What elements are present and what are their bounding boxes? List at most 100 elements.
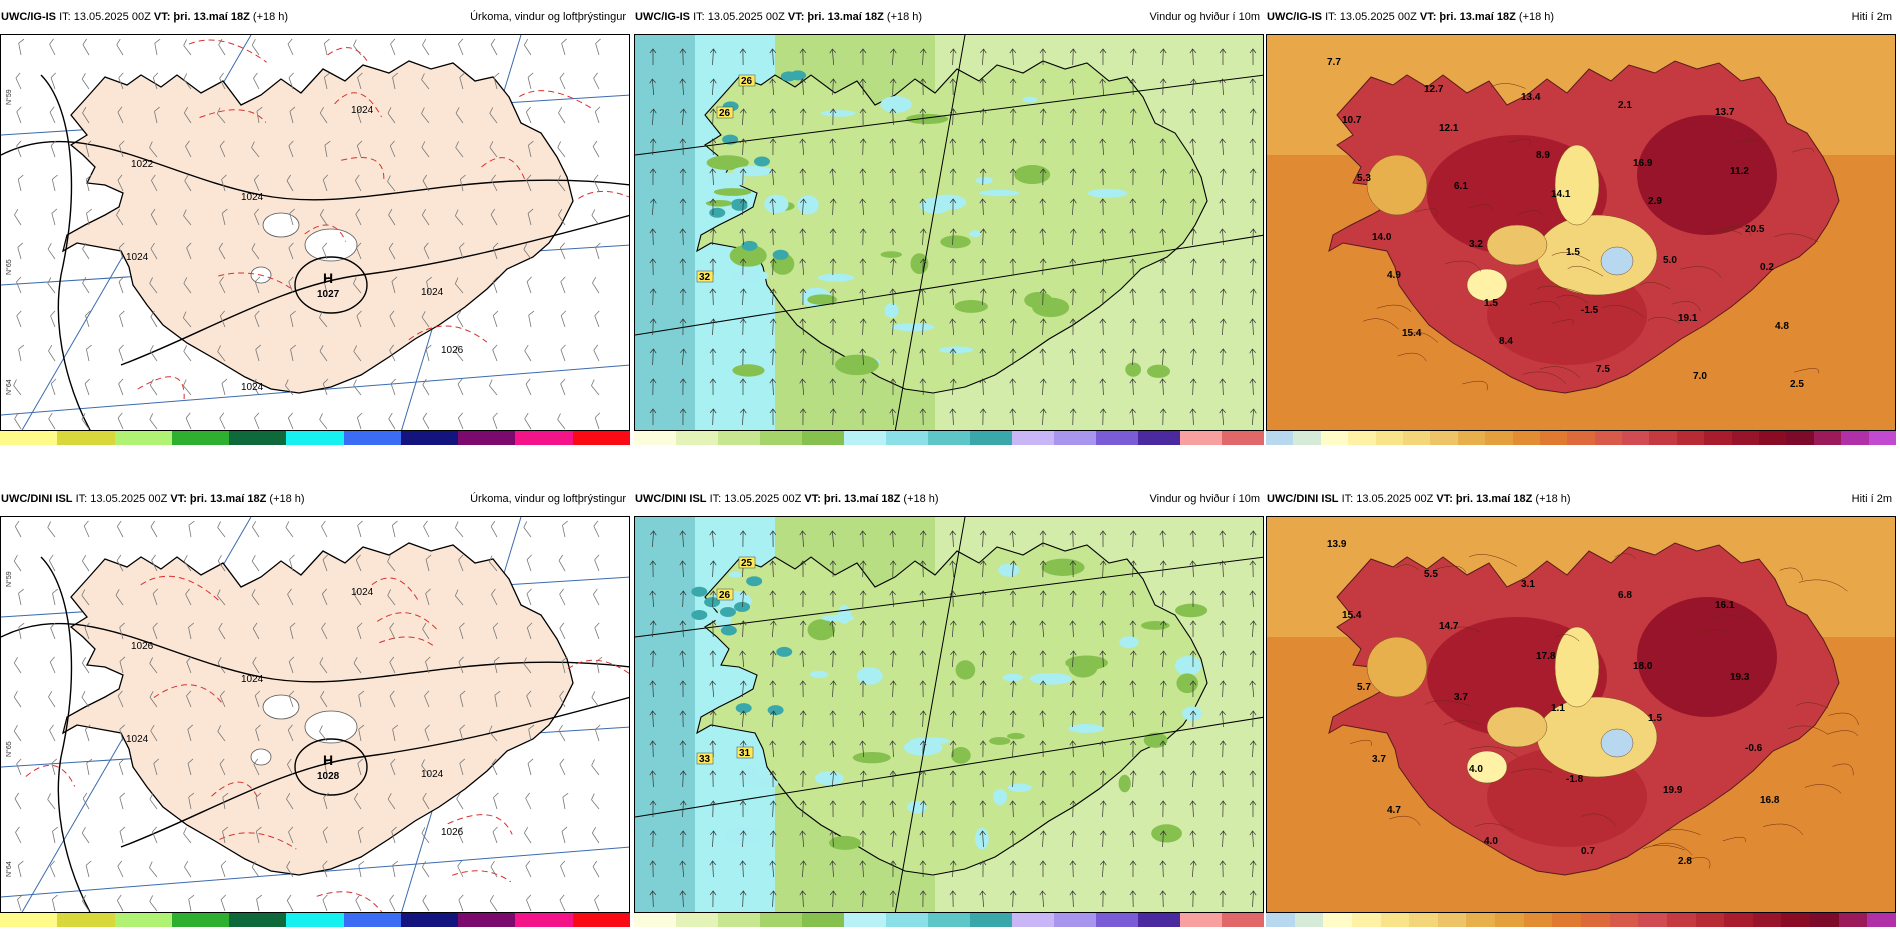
- wind-barb: [422, 792, 430, 810]
- wind-arrow: [739, 378, 747, 396]
- wind-arrow: [1070, 830, 1077, 848]
- wind-arrow: [1009, 108, 1017, 126]
- wind-barb: [50, 622, 56, 640]
- colorbar-swatch: [760, 913, 803, 927]
- wind-speed-patch: [807, 294, 838, 305]
- wind-arrow: [1219, 258, 1227, 276]
- wind-barb: [16, 276, 22, 294]
- colorbar-swatch: [286, 913, 345, 927]
- precip-contour: [481, 157, 527, 182]
- colorbar: 02468101214161820222426: [634, 431, 1264, 445]
- wind-arrow: [1039, 710, 1047, 728]
- wind-arrow: [979, 560, 987, 578]
- wind-barb: [51, 758, 57, 776]
- wind-speed-patch: [720, 625, 737, 636]
- colorbar-swatch: [1731, 431, 1760, 445]
- isobar-line: [294, 738, 368, 796]
- wind-arrow: [709, 348, 717, 366]
- panel-header: UWC/DINI ISL IT: 13.05.2025 00Z VT: þri.…: [634, 482, 1264, 516]
- colorbar-swatch: [1402, 431, 1431, 445]
- wind-arrow: [740, 108, 747, 126]
- wind-arrow: [1040, 408, 1047, 426]
- wind-barb: [287, 758, 294, 776]
- wind-arrow: [709, 378, 717, 396]
- wind-barb: [84, 378, 91, 396]
- isobar-label: 1024: [351, 105, 374, 116]
- precip-contour: [211, 781, 259, 800]
- wind-barb: [593, 344, 600, 362]
- wind-arrow: [769, 680, 777, 698]
- wind-arrow: [829, 800, 837, 818]
- glacier: [250, 748, 272, 766]
- colorbar: 02468101214161820222426: [634, 913, 1264, 927]
- colorbar-swatch: [1012, 431, 1055, 445]
- wind-arrow: [1189, 620, 1197, 638]
- map-panel-temp: UWC/DINI ISL IT: 13.05.2025 00Z VT: þri.…: [1266, 482, 1896, 927]
- wind-barb: [488, 555, 498, 572]
- wind-arrow: [1069, 378, 1077, 396]
- isotherm: [1685, 857, 1711, 869]
- wind-speed-patch: [1014, 165, 1051, 185]
- wind-arrow: [829, 348, 837, 366]
- wind-barb: [186, 690, 192, 708]
- wind-arrow: [1219, 408, 1226, 426]
- wind-barb: [560, 860, 566, 878]
- colorbar-swatch: [1512, 431, 1541, 445]
- wind-arrow: [1069, 288, 1077, 306]
- wind-arrow: [829, 138, 837, 156]
- colorbar-swatch: [634, 431, 677, 445]
- temperature-label: 6.8: [1618, 590, 1632, 601]
- gust-label-box: [696, 752, 714, 765]
- isobar-label: 1024: [241, 382, 264, 393]
- wind-barb: [184, 174, 192, 192]
- wind-arrow: [919, 860, 927, 878]
- temperature-label: 16.9: [1633, 158, 1653, 169]
- temperature-label: 14.7: [1439, 621, 1459, 632]
- wind-barb: [459, 242, 465, 260]
- wind-barb: [353, 379, 362, 396]
- map-svg: 25 26 33 31: [635, 517, 1263, 912]
- wind-arrow: [919, 560, 927, 578]
- isotherm: [1554, 634, 1580, 642]
- wind-arrow: [829, 830, 837, 848]
- isobar-line: [40, 74, 91, 430]
- wind-speed-patch: [834, 354, 879, 376]
- isotherm: [1779, 567, 1803, 581]
- wind-arrow: [889, 288, 897, 306]
- precip-contour: [304, 224, 347, 242]
- wind-arrow: [1069, 680, 1077, 698]
- wind-arrow: [859, 108, 867, 126]
- wind-arrow: [1220, 288, 1227, 306]
- wind-arrow: [1069, 620, 1077, 638]
- colorbar-swatch: [1096, 913, 1139, 927]
- wind-barb: [153, 758, 159, 776]
- wind-barb: [252, 520, 260, 538]
- colorbar-swatch: [1012, 913, 1055, 927]
- wind-barb: [185, 588, 192, 606]
- colorbar-swatch: [1466, 913, 1496, 927]
- wind-arrow: [739, 650, 746, 668]
- wind-arrow: [949, 78, 957, 96]
- wind-speed-patch: [726, 827, 762, 845]
- wind-barb: [560, 310, 567, 328]
- wind-arrow: [889, 800, 897, 818]
- colorbar-swatch: [1375, 431, 1404, 445]
- wind-barb: [286, 860, 294, 878]
- wind-arrow: [1249, 590, 1257, 608]
- wind-arrow: [649, 830, 657, 848]
- wind-speed-patch: [852, 751, 891, 764]
- wind-barb: [355, 208, 362, 226]
- wind-arrow: [769, 78, 776, 96]
- wind-arrow: [1249, 650, 1257, 668]
- wind-barb: [117, 412, 124, 430]
- wind-arrow: [739, 228, 746, 246]
- wind-arrow: [1099, 800, 1107, 818]
- wind-arrow: [1069, 800, 1077, 818]
- wind-barb: [490, 860, 498, 878]
- wind-arrow: [799, 620, 807, 638]
- wind-arrow: [1190, 228, 1197, 246]
- wind-barb: [50, 378, 57, 396]
- wind-barb: [591, 826, 600, 844]
- temperature-label: 8.4: [1499, 336, 1513, 347]
- wind-arrow: [1189, 138, 1197, 156]
